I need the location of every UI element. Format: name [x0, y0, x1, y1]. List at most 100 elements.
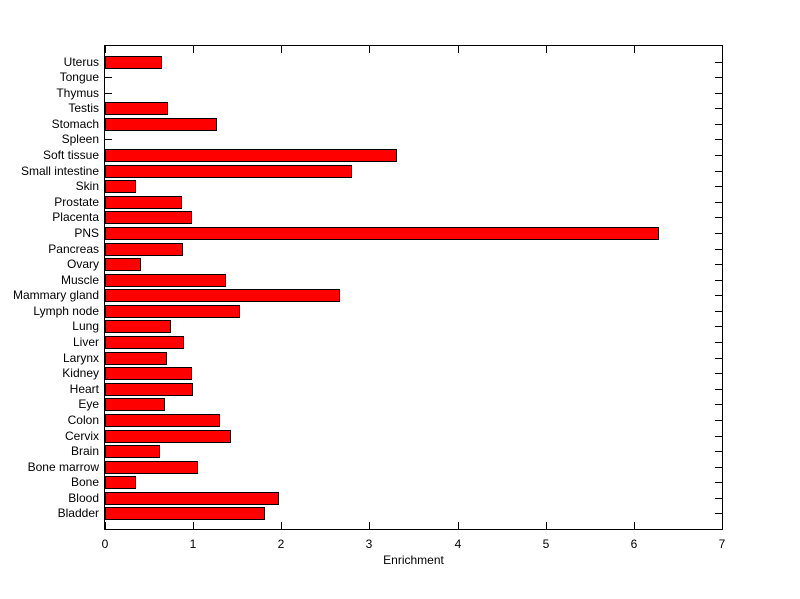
- y-tick-mark-right: [715, 342, 722, 343]
- bar-brain: [105, 445, 160, 458]
- x-tick-label-0: 0: [101, 537, 109, 551]
- x-axis-title: Enrichment: [383, 553, 444, 567]
- x-tick-mark-bottom: [546, 522, 547, 529]
- x-tick-label-6: 6: [630, 537, 638, 551]
- bar-uterus: [105, 56, 162, 69]
- bar-larynx: [105, 352, 167, 365]
- y-tick-mark-left: [105, 139, 112, 140]
- y-tick-mark-right: [715, 124, 722, 125]
- y-tick-mark-right: [715, 93, 722, 94]
- y-tick-label-ovary: Ovary: [66, 257, 99, 271]
- y-tick-label-uterus: Uterus: [63, 55, 99, 69]
- bar-bladder: [105, 507, 265, 520]
- y-tick-label-bone: Bone: [70, 475, 99, 489]
- y-tick-label-pancreas: Pancreas: [48, 242, 99, 256]
- bar-stomach: [105, 118, 217, 131]
- y-tick-label-pns: PNS: [74, 226, 99, 240]
- bar-kidney: [105, 367, 192, 380]
- y-tick-label-mammary-gland: Mammary gland: [12, 288, 99, 302]
- y-tick-label-small-intestine: Small intestine: [20, 164, 99, 178]
- y-tick-label-soft-tissue: Soft tissue: [42, 148, 99, 162]
- x-tick-label-4: 4: [454, 537, 462, 551]
- bar-prostate: [105, 196, 182, 209]
- y-tick-label-liver: Liver: [72, 335, 99, 349]
- bar-blood: [105, 492, 279, 505]
- y-tick-mark-left: [105, 93, 112, 94]
- y-tick-label-eye: Eye: [78, 397, 99, 411]
- y-tick-label-larynx: Larynx: [62, 351, 99, 365]
- y-tick-label-brain: Brain: [70, 444, 99, 458]
- x-tick-mark-bottom: [634, 522, 635, 529]
- bar-testis: [105, 102, 168, 115]
- y-tick-mark-right: [715, 373, 722, 374]
- x-tick-label-2: 2: [277, 537, 285, 551]
- y-tick-label-placenta: Placenta: [52, 210, 99, 224]
- y-tick-label-tongue: Tongue: [59, 70, 99, 84]
- x-tick-mark-bottom: [281, 522, 282, 529]
- y-tick-label-bone-marrow: Bone marrow: [27, 460, 99, 474]
- bar-heart: [105, 383, 193, 396]
- x-tick-mark-bottom: [193, 522, 194, 529]
- x-tick-mark-bottom: [105, 522, 106, 529]
- y-tick-label-muscle: Muscle: [60, 273, 99, 287]
- y-tick-mark-right: [715, 233, 722, 234]
- y-tick-mark-right: [715, 108, 722, 109]
- y-tick-mark-right: [715, 326, 722, 327]
- bar-skin: [105, 180, 136, 193]
- y-tick-mark-right: [715, 389, 722, 390]
- y-tick-mark-right: [715, 202, 722, 203]
- x-tick-label-7: 7: [718, 537, 726, 551]
- y-tick-mark-right: [715, 513, 722, 514]
- bar-lung: [105, 320, 171, 333]
- bar-eye: [105, 398, 165, 411]
- x-tick-mark-top: [369, 46, 370, 53]
- x-tick-mark-top: [281, 46, 282, 53]
- x-tick-mark-top: [458, 46, 459, 53]
- y-tick-mark-right: [715, 420, 722, 421]
- x-tick-label-1: 1: [189, 537, 197, 551]
- x-tick-mark-top: [634, 46, 635, 53]
- y-tick-mark-right: [715, 358, 722, 359]
- y-tick-label-lymph-node: Lymph node: [33, 304, 99, 318]
- y-tick-mark-right: [715, 217, 722, 218]
- x-tick-mark-top: [105, 46, 106, 53]
- y-tick-mark-right: [715, 280, 722, 281]
- y-tick-label-thymus: Thymus: [56, 86, 99, 100]
- y-tick-mark-right: [715, 311, 722, 312]
- y-tick-label-bladder: Bladder: [57, 506, 99, 520]
- y-tick-label-spleen: Spleen: [61, 132, 99, 146]
- y-tick-mark-right: [715, 404, 722, 405]
- y-tick-label-heart: Heart: [69, 382, 99, 396]
- y-tick-label-cervix: Cervix: [64, 429, 99, 443]
- x-tick-mark-top: [546, 46, 547, 53]
- bar-soft-tissue: [105, 149, 397, 162]
- bar-cervix: [105, 430, 231, 443]
- bar-liver: [105, 336, 184, 349]
- y-tick-label-kidney: Kidney: [62, 366, 99, 380]
- x-tick-label-5: 5: [542, 537, 550, 551]
- y-tick-mark-right: [715, 264, 722, 265]
- y-tick-mark-right: [715, 171, 722, 172]
- y-tick-mark-right: [715, 482, 722, 483]
- y-tick-mark-right: [715, 139, 722, 140]
- x-tick-mark-top: [722, 46, 723, 53]
- bar-pancreas: [105, 243, 183, 256]
- x-tick-mark-bottom: [722, 522, 723, 529]
- x-tick-mark-bottom: [369, 522, 370, 529]
- y-tick-label-testis: Testis: [68, 101, 99, 115]
- y-tick-label-stomach: Stomach: [51, 117, 99, 131]
- x-tick-label-3: 3: [365, 537, 373, 551]
- y-tick-mark-right: [715, 155, 722, 156]
- bar-placenta: [105, 211, 192, 224]
- bar-ovary: [105, 258, 141, 271]
- y-tick-label-blood: Blood: [68, 491, 99, 505]
- y-tick-mark-right: [715, 62, 722, 63]
- plot-area: [104, 45, 723, 530]
- y-tick-mark-right: [715, 77, 722, 78]
- y-tick-label-lung: Lung: [72, 319, 99, 333]
- y-tick-mark-right: [715, 451, 722, 452]
- y-tick-mark-right: [715, 467, 722, 468]
- bar-pns: [105, 227, 659, 240]
- bar-mammary-gland: [105, 289, 340, 302]
